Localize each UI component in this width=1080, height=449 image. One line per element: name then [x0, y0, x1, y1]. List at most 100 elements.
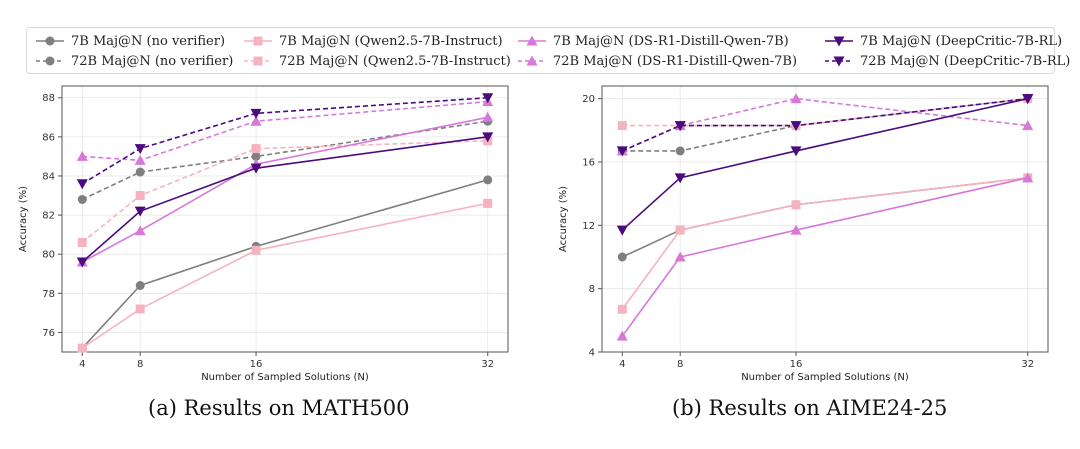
x-tick-label: 8: [137, 359, 143, 370]
data-point: [617, 252, 627, 262]
data-point: [483, 198, 493, 208]
data-point: [1022, 94, 1034, 105]
data-point: [1022, 120, 1034, 131]
data-point: [616, 330, 628, 341]
x-tick-label: 16: [250, 359, 263, 370]
legend-label: 7B Maj@N (no verifier): [71, 33, 226, 49]
legend-swatch: [825, 36, 853, 47]
legend-entry: 7B Maj@N (DeepCritic-7B-RL): [824, 31, 1062, 51]
y-tick-label: 76: [42, 328, 55, 339]
data-point: [674, 173, 686, 184]
legend-marker: [526, 35, 538, 46]
math500-chart: 76 78 80 82 84 86 88 4 8 16 32 Number of Sampled So…: [18, 85, 509, 383]
series-line: [621, 177, 1028, 258]
x-tick-label: 8: [677, 359, 683, 370]
y-tick-label: 82: [42, 211, 55, 222]
legend: 7B Maj@N (no verifier) 72B Maj@N (no veri…: [26, 27, 1070, 74]
y-tick-label: 86: [42, 132, 55, 143]
series-line: [82, 100, 488, 162]
series-line: [621, 97, 1028, 152]
grid: [602, 86, 1048, 353]
y-tick-label: 8: [589, 284, 595, 295]
legend-swatch: [244, 36, 272, 46]
series: [76, 96, 494, 165]
data-point: [134, 206, 146, 217]
grid: [62, 86, 508, 352]
y-tick-label: 88: [42, 93, 55, 104]
data-point: [251, 245, 261, 255]
series-line: [81, 179, 488, 349]
data-point: [135, 281, 145, 290]
series-line: [81, 202, 488, 349]
data-point: [77, 194, 87, 204]
series-line: [621, 97, 1028, 231]
x-tick-label: 4: [79, 359, 85, 370]
series: [616, 94, 1034, 157]
data-point: [674, 121, 686, 132]
data-point: [134, 154, 146, 165]
legend-entry: 72B Maj@N (DeepCritic-7B-RL): [824, 51, 1070, 71]
legend-entry: 7B Maj@N (no verifier): [35, 31, 225, 51]
data-point: [791, 200, 801, 210]
data-point: [482, 111, 494, 122]
legend-swatch: [36, 36, 64, 46]
legend-entry: 7B Maj@N (Qwen2.5-7B-Instruct): [243, 31, 503, 51]
data-point: [483, 175, 493, 185]
data-point: [250, 163, 262, 174]
caption-math500: (a) Results on MATH500: [148, 396, 410, 420]
series: [76, 111, 494, 267]
data-point: [482, 93, 494, 104]
legend-swatch: [518, 35, 546, 46]
legend-marker: [833, 36, 845, 47]
data-point: [482, 132, 494, 143]
series: [76, 132, 494, 268]
legend-marker: [45, 36, 55, 46]
series: [76, 93, 494, 190]
legend-marker: [45, 56, 55, 66]
legend-label: 72B Maj@N (DS-R1-Distill-Qwen-7B): [553, 53, 798, 69]
series-line: [621, 177, 1028, 337]
legend-entry: 72B Maj@N (no verifier): [35, 51, 233, 71]
y-tick-label: 84: [42, 171, 55, 182]
data-point: [675, 146, 685, 156]
data-point: [135, 304, 145, 314]
legend-marker: [526, 55, 538, 66]
y-tick-label: 16: [582, 158, 595, 169]
x-axis-label: Number of Sampled Solutions (N): [741, 372, 909, 383]
y-tick-label: 20: [582, 94, 595, 105]
legend-entry: 7B Maj@N (DS-R1-Distill-Qwen-7B): [517, 31, 789, 51]
legend-swatch: [518, 55, 546, 66]
data-point: [617, 304, 627, 314]
legend-label: 72B Maj@N (no verifier): [71, 53, 234, 69]
data-point: [790, 93, 802, 104]
data-point: [135, 191, 145, 201]
data-point: [674, 251, 686, 262]
series-line: [81, 116, 488, 263]
data-point: [790, 146, 802, 157]
legend-label: 7B Maj@N (DS-R1-Distill-Qwen-7B): [553, 33, 789, 49]
y-axis-label: Accuracy (%): [18, 186, 29, 252]
legend-swatch: [36, 56, 64, 66]
data-point: [77, 237, 87, 247]
data-point: [251, 151, 261, 161]
legend-label: 7B Maj@N (Qwen2.5-7B-Instruct): [279, 33, 503, 49]
legend-marker: [253, 36, 263, 46]
legend-entry: 72B Maj@N (Qwen2.5-7B-Instruct): [243, 51, 511, 71]
x-tick-label: 32: [481, 359, 494, 370]
series-line: [622, 97, 1028, 152]
legend-swatch: [244, 56, 272, 66]
data-point: [250, 115, 262, 126]
x-tick-label: 16: [790, 359, 803, 370]
series-line: [81, 139, 488, 244]
legend-swatch: [825, 56, 853, 67]
legend-label: 7B Maj@N (DeepCritic-7B-RL): [860, 33, 1063, 49]
series-line: [621, 97, 1028, 152]
data-point: [251, 144, 261, 154]
data-point: [616, 225, 628, 236]
legend-marker: [253, 56, 263, 66]
data-point: [250, 108, 262, 119]
data-point: [76, 150, 88, 161]
series-line: [621, 177, 1028, 310]
legend-label: 72B Maj@N (Qwen2.5-7B-Instruct): [279, 53, 511, 69]
series-line: [81, 136, 488, 263]
